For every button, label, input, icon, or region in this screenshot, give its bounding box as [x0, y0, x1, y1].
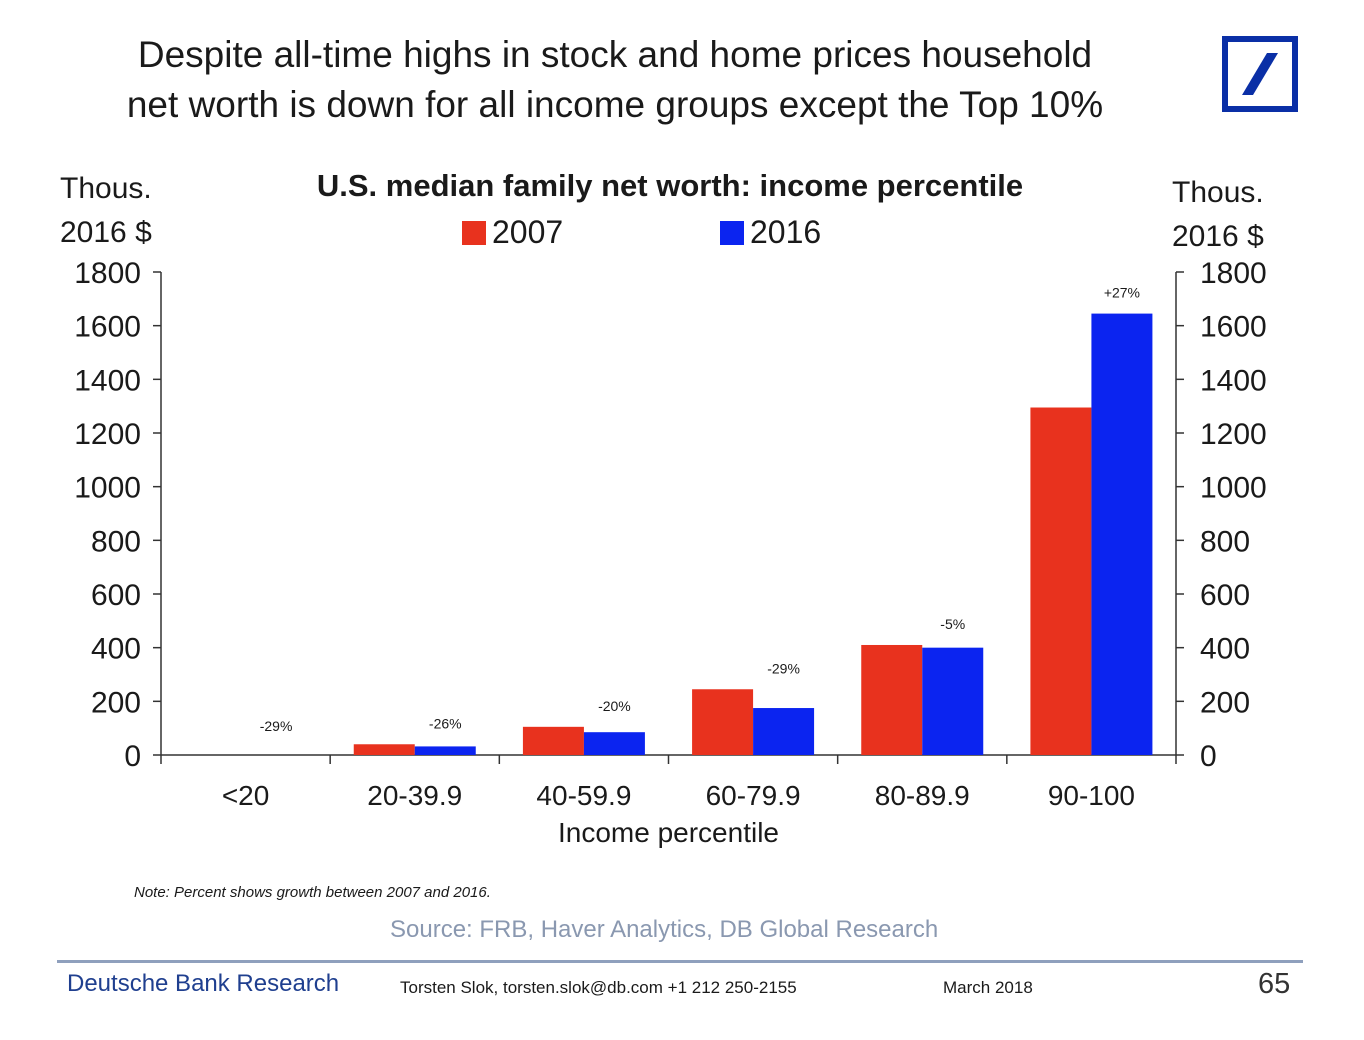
y-tick-label-right: 0 [1200, 740, 1217, 773]
x-tick-label: 60-79.9 [706, 780, 801, 811]
y-tick-label-right: 200 [1200, 686, 1250, 719]
x-tick-label: 80-89.9 [875, 780, 970, 811]
growth-annotation: +27% [1104, 285, 1140, 301]
legend-swatch-2007 [462, 220, 486, 245]
y-tick-label-right: 1800 [1200, 257, 1267, 290]
y-axis-right-unit-line-2: 2016 $ [1172, 220, 1264, 253]
y-axis-left-unit: Thous. 2016 $ [60, 167, 152, 255]
bar-2016-3 [583, 732, 645, 755]
x-tick-label: 40-59.9 [536, 780, 631, 811]
y-axis-right-unit-line-1: Thous. [1172, 176, 1264, 209]
bar-2016-2 [414, 746, 476, 755]
growth-annotation: -29% [260, 718, 293, 734]
y-tick-label-right: 1600 [1200, 311, 1267, 344]
legend-label-2007: 2007 [492, 214, 564, 250]
y-axis-left-unit-line-1: Thous. [60, 172, 152, 205]
y-axis-left-unit-line-2: 2016 $ [60, 216, 152, 249]
bar-2016-5 [922, 647, 984, 755]
legend-swatch-2016 [720, 220, 744, 245]
y-tick-label-right: 1400 [1200, 364, 1267, 397]
slide-headline: Despite all-time highs in stock and home… [60, 30, 1170, 130]
x-tick-label: <20 [222, 780, 270, 811]
growth-annotation: -29% [767, 660, 800, 676]
y-tick-label-left: 1400 [74, 364, 141, 397]
y-tick-label-left: 600 [91, 579, 141, 612]
page-number: 65 [1258, 968, 1291, 1000]
bar-2007-2 [353, 744, 415, 755]
y-tick-label-right: 800 [1200, 525, 1250, 558]
y-tick-label-left: 1600 [74, 311, 141, 344]
chart-title: U.S. median family net worth: income per… [316, 168, 1024, 203]
bar-2016-4 [753, 708, 815, 755]
legend-label-2016: 2016 [750, 214, 822, 250]
y-axis-right-unit: Thous. 2016 $ [1172, 171, 1264, 259]
headline-line-1: Despite all-time highs in stock and home… [137, 34, 1093, 75]
y-tick-label-left: 0 [124, 740, 141, 773]
y-tick-label-left: 800 [91, 525, 141, 558]
footnote: Note: Percent shows growth between 2007 … [134, 884, 491, 901]
footer-date: March 2018 [943, 978, 1033, 997]
y-tick-label-left: 1200 [74, 418, 141, 451]
growth-annotation: -5% [940, 616, 965, 632]
x-tick-label: 20-39.9 [367, 780, 462, 811]
bar-2007-3 [522, 726, 584, 755]
deutsche-bank-logo-icon [1222, 36, 1298, 112]
bar-2007-5 [861, 644, 923, 755]
x-axis-title: Income percentile [558, 817, 779, 848]
bar-2016-6 [1091, 313, 1153, 755]
bar-2007-4 [692, 689, 754, 755]
bar-chart: 0 0 200 200 400 400 600 600 800 800 1000 1000 1200 12… [74, 257, 1267, 848]
legend-item-2007: 2007 [462, 214, 563, 251]
x-tick-label: 90-100 [1048, 780, 1135, 811]
growth-annotation: -20% [598, 698, 631, 714]
source-line: Source: FRB, Haver Analytics, DB Global … [390, 916, 939, 943]
y-tick-label-right: 600 [1200, 579, 1250, 612]
y-tick-label-left: 200 [91, 686, 141, 719]
y-tick-label-left: 1000 [74, 472, 141, 505]
growth-annotation: -26% [429, 715, 462, 731]
headline-line-2: net worth is down for all income groups … [126, 84, 1104, 125]
footer-divider [57, 960, 1303, 963]
footer-organization: Deutsche Bank Research [67, 970, 340, 997]
y-tick-label-left: 1800 [74, 257, 141, 290]
y-tick-label-right: 1000 [1200, 472, 1267, 505]
bar-2007-6 [1030, 407, 1092, 755]
y-tick-label-right: 400 [1200, 633, 1250, 666]
y-tick-label-right: 1200 [1200, 418, 1267, 451]
footer-contact: Torsten Slok, torsten.slok@db.com +1 212… [400, 978, 797, 997]
legend-item-2016: 2016 [720, 214, 821, 251]
y-tick-label-left: 400 [91, 633, 141, 666]
